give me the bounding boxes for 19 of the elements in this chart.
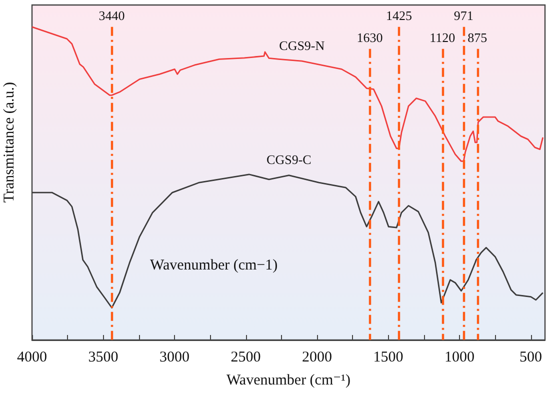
ref-line-label: 3440 [98,8,125,23]
x-tick-label: 500 [520,350,542,366]
x-axis-title: Wavenumber (cm⁻¹) [226,372,351,388]
x-tick-label: 3500 [88,350,118,366]
x-tick-label: 3000 [160,350,190,366]
annotation: Wavenumber (cm−1) [150,258,278,274]
series-label: CGS9-N [279,38,326,53]
ref-line-label: 875 [468,30,488,45]
x-tick-label: 2500 [230,350,261,366]
ref-line-label: 1425 [386,8,412,23]
y-axis-title: Transmittance (a.u.) [2,82,18,203]
x-tick-label: 1000 [444,350,474,366]
x-tick-label: 4000 [17,350,47,366]
ref-line-label: 1630 [356,30,383,45]
x-tick-label: 2000 [302,350,332,366]
series-label: CGS9-C [266,152,312,168]
ref-line-label: 971 [454,8,474,23]
x-tick-label: 1500 [373,350,404,366]
ref-line-label: 1120 [430,30,456,45]
